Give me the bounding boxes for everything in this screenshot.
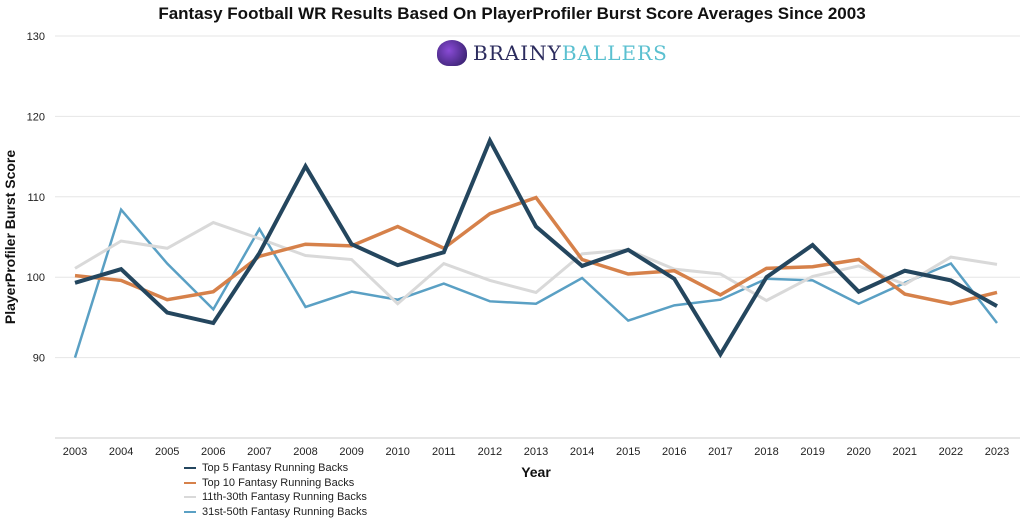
legend-swatch xyxy=(184,496,196,498)
x-axis-label: Year xyxy=(521,464,551,480)
y-tick-label: 90 xyxy=(33,353,45,365)
x-tick-label: 2004 xyxy=(109,446,133,458)
x-tick-label: 2022 xyxy=(939,446,963,458)
x-tick-label: 2003 xyxy=(63,446,87,458)
series-line-1 xyxy=(75,198,997,304)
legend-item[interactable]: Top 10 Fantasy Running Backs xyxy=(184,476,367,491)
series-line-0 xyxy=(75,141,997,355)
legend-label: Top 5 Fantasy Running Backs xyxy=(202,462,348,474)
legend-swatch xyxy=(184,467,196,469)
legend-item[interactable]: 11th-30th Fantasy Running Backs xyxy=(184,490,367,505)
x-tick-label: 2005 xyxy=(155,446,179,458)
x-tick-label: 2015 xyxy=(616,446,640,458)
x-tick-label: 2010 xyxy=(385,446,409,458)
legend-swatch xyxy=(184,511,196,513)
y-tick-label: 100 xyxy=(27,272,45,284)
legend-label: 11th-30th Fantasy Running Backs xyxy=(202,491,367,503)
legend-label: Top 10 Fantasy Running Backs xyxy=(202,477,354,489)
x-tick-label: 2021 xyxy=(893,446,917,458)
x-tick-label: 2017 xyxy=(708,446,732,458)
x-tick-label: 2012 xyxy=(478,446,502,458)
x-tick-label: 2014 xyxy=(570,446,594,458)
x-tick-label: 2007 xyxy=(247,446,271,458)
x-tick-label: 2013 xyxy=(524,446,548,458)
y-tick-label: 110 xyxy=(27,192,45,204)
x-tick-label: 2023 xyxy=(985,446,1009,458)
y-axis-label: PlayerProfiler Burst Score xyxy=(2,150,18,325)
legend-item[interactable]: Top 5 Fantasy Running Backs xyxy=(184,461,367,476)
x-tick-label: 2020 xyxy=(846,446,870,458)
legend-label: 31st-50th Fantasy Running Backs xyxy=(202,506,367,518)
x-tick-label: 2006 xyxy=(201,446,225,458)
x-tick-label: 2009 xyxy=(339,446,363,458)
legend-swatch xyxy=(184,482,196,484)
x-tick-label: 2019 xyxy=(800,446,824,458)
legend: Top 5 Fantasy Running Backs Top 10 Fantas… xyxy=(184,461,367,519)
series-line-3 xyxy=(75,210,997,358)
y-tick-label: 120 xyxy=(27,111,45,123)
x-tick-label: 2016 xyxy=(662,446,686,458)
x-tick-label: 2011 xyxy=(432,446,456,458)
y-tick-label: 130 xyxy=(27,31,45,43)
x-tick-label: 2018 xyxy=(754,446,778,458)
x-tick-label: 2008 xyxy=(293,446,317,458)
